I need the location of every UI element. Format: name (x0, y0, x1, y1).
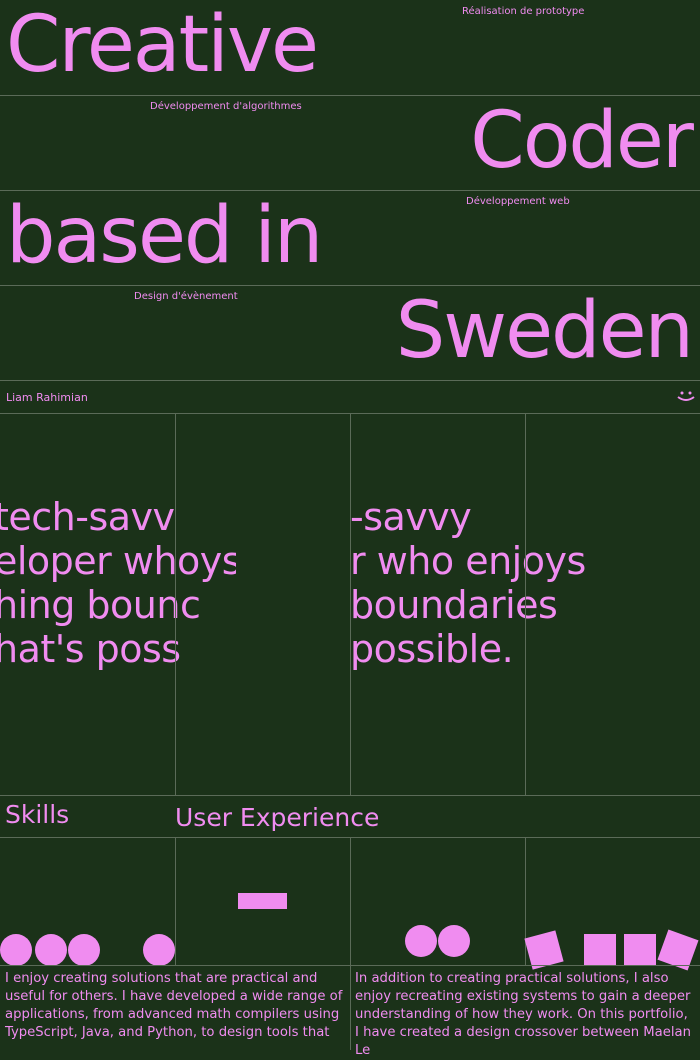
circle-shape (405, 925, 437, 957)
square-shape (524, 930, 564, 970)
tag: Réalisation de prototype (462, 6, 585, 17)
bar-shape (238, 893, 287, 909)
column-line (175, 837, 176, 965)
divider (0, 285, 700, 286)
square-shape (624, 934, 656, 966)
column-line (350, 837, 351, 1050)
statement-clip: -savvy r who enjoys boundaries possible. (350, 413, 590, 795)
statement: -savvy r who enjoys boundaries possible. (350, 495, 586, 671)
circle-shape (68, 934, 100, 966)
divider (0, 190, 700, 191)
hero-word: Coder (470, 96, 694, 186)
tag: Développement d'algorithmes (150, 101, 302, 112)
square-shape (584, 934, 616, 966)
divider (0, 795, 700, 796)
hero-word: based in (6, 191, 323, 281)
statement-clip: tech-savv eloper whoys hing bounc hat's … (0, 413, 236, 795)
circle-shape (438, 925, 470, 957)
section-subtitle: User Experience (175, 803, 380, 832)
author-name: Liam Rahimian (6, 391, 88, 404)
tag: Développement web (466, 196, 570, 207)
paragraph: In addition to creating practical soluti… (355, 971, 691, 1058)
circle-shape (0, 934, 32, 966)
column-line (175, 413, 176, 795)
column-line (525, 837, 526, 965)
hero-word: Creative (6, 0, 319, 90)
section-title: Skills (5, 800, 70, 829)
smile-icon[interactable] (677, 390, 695, 402)
statement-line: boundaries (350, 583, 558, 627)
statement-line: eloper whoys (0, 539, 236, 583)
statement-line: -savvy (350, 495, 472, 539)
statement-line: possible. (350, 627, 514, 671)
paragraph: I enjoy creating solutions that are prac… (5, 971, 343, 1040)
hero-word: Sweden (395, 286, 694, 376)
divider (0, 965, 700, 966)
statement-line: hat's poss (0, 627, 181, 671)
circle-shape (143, 934, 175, 966)
column-line (350, 413, 351, 795)
statement-line: r who enjoys (350, 539, 586, 583)
statement-line: tech-savv (0, 495, 175, 539)
column-line (525, 413, 526, 795)
statement-line: hing bounc (0, 583, 201, 627)
circle-shape (35, 934, 67, 966)
divider (0, 380, 700, 381)
divider (0, 95, 700, 96)
statement: tech-savv eloper whoys hing bounc hat's … (0, 495, 236, 671)
tag: Design d'évènement (134, 291, 238, 302)
